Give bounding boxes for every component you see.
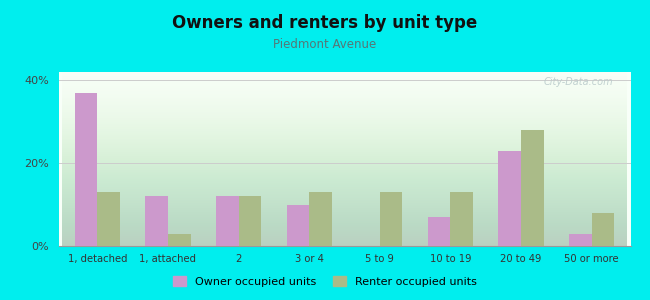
- Text: City-Data.com: City-Data.com: [543, 77, 614, 87]
- Bar: [98, 192, 120, 246]
- Text: Owners and renters by unit type: Owners and renters by unit type: [172, 14, 478, 32]
- Bar: [287, 205, 309, 246]
- Bar: [521, 130, 543, 246]
- Bar: [146, 196, 168, 246]
- Bar: [216, 196, 239, 246]
- Bar: [239, 196, 261, 246]
- Bar: [569, 234, 592, 246]
- Text: Piedmont Avenue: Piedmont Avenue: [274, 38, 376, 50]
- Bar: [450, 192, 473, 246]
- Bar: [75, 93, 98, 246]
- Bar: [428, 217, 450, 246]
- Bar: [592, 213, 614, 246]
- Bar: [309, 192, 332, 246]
- Bar: [168, 234, 190, 246]
- Legend: Owner occupied units, Renter occupied units: Owner occupied units, Renter occupied un…: [168, 272, 482, 291]
- Bar: [499, 151, 521, 246]
- Bar: [380, 192, 402, 246]
